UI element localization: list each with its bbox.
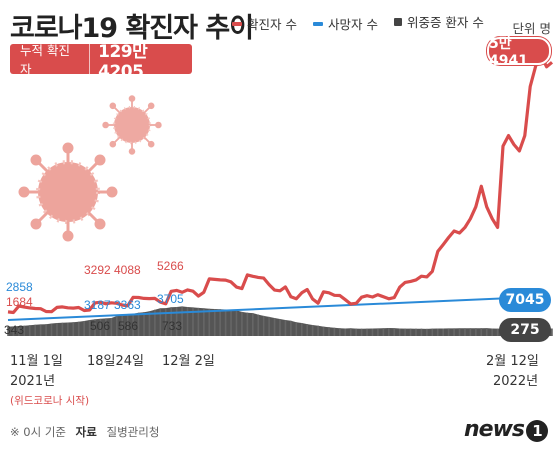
x-label-start-date: 11월 1일 [10, 354, 63, 369]
footer: ※ 0시 기준 자료 질병관리청 [10, 424, 159, 440]
death-value-label: 3187 [84, 298, 111, 312]
legend-item-confirmed: 확진자 수 [232, 14, 297, 33]
logo-text: news [463, 417, 525, 442]
chart-title: 코로나19 확진자 추이 [10, 13, 254, 44]
severe-value-label: 506 [90, 319, 110, 333]
unit-label: 단위 명 [512, 21, 551, 36]
death-value-label: 3363 [114, 298, 141, 312]
confirmed-value-label: 4088 [114, 263, 141, 277]
death-line-series [7, 297, 513, 321]
x-label-end-date: 2월 12일 [486, 354, 539, 369]
legend-label-confirmed: 확진자 수 [247, 17, 297, 32]
footer-source-label: 자료 [75, 425, 97, 439]
legend-swatch-confirmed [232, 21, 242, 26]
confirmed-line-series [7, 53, 554, 315]
end-badge-severe: 275 [499, 318, 551, 342]
virus-illustration-small [101, 94, 163, 156]
legend: 확진자 수 사망자 수 위중증 환자 수 [232, 12, 496, 33]
logo-number: 1 [526, 420, 548, 442]
x-label-mid2: 12월 2일 [162, 354, 215, 369]
x-label-start-year: 2021년 [10, 374, 56, 389]
legend-item-deaths: 사망자 수 [312, 14, 378, 33]
start-note: (위드코로나 시작) [10, 395, 90, 407]
confirmed-line [7, 53, 554, 315]
confirmed-value-label: 3292 [84, 263, 111, 277]
legend-swatch-deaths [312, 21, 323, 26]
end-badge-confirmed: 5만4941 [487, 36, 551, 69]
death-value-label: 3705 [157, 292, 184, 306]
severe-value-label: 586 [118, 319, 138, 333]
end-badge-deaths: 7045 [499, 288, 551, 312]
footer-note: ※ 0시 기준 [10, 425, 67, 439]
cumulative-value: 129만4205 [98, 41, 148, 82]
confirmed-value-label: 1684 [6, 295, 33, 309]
legend-label-severe: 위중증 환자 수 [406, 15, 484, 30]
data-labels: 1684 3292 4088 5266 2858 3187 3363 3705 343 506 58… [4, 259, 184, 337]
legend-label-deaths: 사망자 수 [327, 17, 378, 32]
death-value-label: 2858 [6, 280, 33, 294]
cumulative-label: 누적 확진자 [10, 43, 91, 77]
severe-value-label: 733 [162, 319, 182, 333]
news1-logo: news 1 [464, 417, 548, 442]
cumulative-badge: 누적 확진자 129만4205 [10, 42, 192, 82]
x-label-mid1: 18일24일 [87, 354, 145, 369]
legend-item-severe: 위중증 환자 수 [393, 12, 484, 31]
legend-swatch-severe [393, 17, 402, 26]
virus-illustration-large [18, 142, 118, 242]
footer-source: 질병관리청 [106, 425, 160, 439]
severe-value-label: 343 [4, 323, 24, 337]
death-line [7, 297, 513, 321]
confirmed-value-label: 5266 [157, 259, 184, 273]
x-label-end-year: 2022년 [493, 374, 539, 389]
